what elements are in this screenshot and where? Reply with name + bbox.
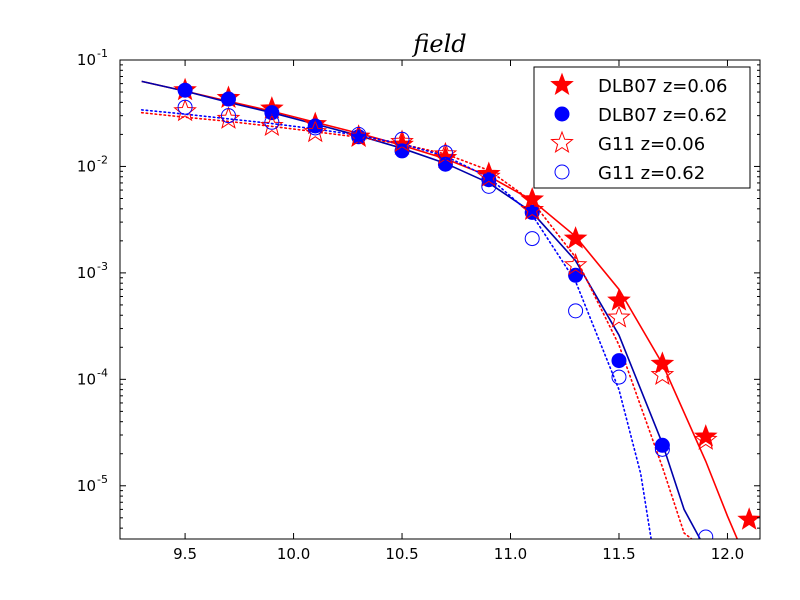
legend: DLB07 z=0.06 DLB07 z=0.62 G11 z=0.06 G11 z=… (533, 66, 751, 189)
x-tick-label: 10.5 (385, 545, 418, 563)
series-1-point (693, 424, 718, 447)
x-tick-label: 12.0 (711, 545, 744, 563)
series-3-point (563, 252, 588, 276)
series-3-point (216, 106, 241, 129)
y-tick-label: 10 (77, 370, 96, 388)
legend-label-3: G11 z=0.06 (598, 134, 705, 155)
y-tick-label-exponent: -1 (97, 47, 108, 60)
x-tick-label: 11.0 (494, 545, 527, 563)
chart-title: field (411, 30, 466, 58)
legend-label-4: G11 z=0.62 (598, 163, 705, 184)
series-1-point (563, 226, 588, 249)
series-4-point (307, 120, 323, 136)
series-4-point (611, 369, 627, 385)
series-3-point (303, 119, 328, 143)
series-3-point (693, 427, 718, 450)
y-tick-label: 10 (77, 477, 96, 495)
y-tick-label: 10 (77, 157, 96, 175)
series-4-point (698, 529, 714, 539)
series-3-point (650, 362, 675, 385)
series-3-point (260, 113, 284, 137)
series-4-point (524, 231, 540, 247)
fit-curve-1 (141, 80, 739, 539)
legend-marker-3 (550, 130, 574, 154)
series-1-point (737, 507, 760, 530)
legend-box (533, 66, 751, 189)
y-tick-label-exponent: -4 (97, 366, 108, 379)
series-4-point (264, 114, 280, 130)
series-3-point (173, 98, 197, 122)
y-tick-label: 10 (77, 51, 96, 69)
x-axis: 9.5 10.0 10.5 11.0 11.5 12.0 (173, 60, 744, 563)
series-4-point (177, 99, 193, 115)
series-2-point (220, 91, 236, 107)
y-tick-label-exponent: -2 (97, 153, 108, 166)
series-3-point (476, 164, 501, 187)
data-markers (173, 77, 760, 539)
series-2-point (611, 353, 627, 369)
series-4-point (437, 145, 453, 161)
series-4-point (220, 108, 236, 124)
series-3-point (520, 197, 545, 221)
y-tick-label-exponent: -3 (97, 260, 108, 273)
series-4-point (654, 441, 670, 457)
legend-marker-2 (554, 106, 570, 122)
x-tick-label: 9.5 (173, 545, 197, 563)
legend-marker-1 (550, 72, 574, 96)
series-1-point (607, 288, 631, 311)
y-tick-label: 10 (77, 264, 96, 282)
legend-label-2: DLB07 z=0.62 (598, 105, 727, 126)
series-3-point (607, 305, 631, 328)
y-tick-label-exponent: -5 (97, 473, 108, 486)
x-tick-label: 11.5 (602, 545, 635, 563)
x-tick-label: 10.0 (277, 545, 310, 563)
series-3-point (433, 141, 458, 165)
series-4-point (568, 303, 584, 319)
series-4-point (481, 178, 497, 194)
legend-label-1: DLB07 z=0.06 (598, 76, 727, 97)
series-2-point (654, 437, 670, 453)
legend-marker-4 (554, 164, 570, 180)
series-4-point (394, 131, 410, 147)
series-4-point (351, 126, 367, 142)
series-2-point (524, 204, 540, 220)
fit-curve-4 (140, 109, 652, 539)
series-2-point (177, 82, 193, 98)
plot-frame (119, 59, 761, 540)
